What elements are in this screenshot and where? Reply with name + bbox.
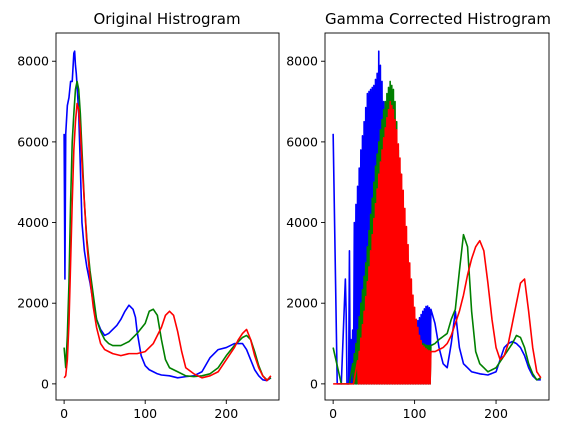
right-subplot-title: Gamma Corrected Histrogram xyxy=(325,10,551,28)
y-tick-label: 8000 xyxy=(286,54,318,69)
y-tick-label: 2000 xyxy=(286,296,318,311)
y-tick-label: 0 xyxy=(41,376,49,391)
series-line-red xyxy=(333,100,542,385)
plot-area xyxy=(332,50,542,385)
plot-area xyxy=(63,50,272,382)
left-axes-frame xyxy=(55,32,280,401)
y-tick-label: 4000 xyxy=(286,215,318,230)
y-tick-label: 6000 xyxy=(286,134,318,149)
left-subplot: Original Histrogram 0 100 2000200040006000… xyxy=(17,10,280,421)
y-tick-label: 8000 xyxy=(17,54,49,69)
x-tick-label: 100 xyxy=(133,406,157,421)
y-tick-label: 6000 xyxy=(17,134,49,149)
x-tick-label: 200 xyxy=(484,406,508,421)
left-subplot-title: Original Histrogram xyxy=(93,10,240,28)
series-line-blue xyxy=(332,50,541,385)
y-tick-label: 4000 xyxy=(17,215,49,230)
x-tick-label: 200 xyxy=(214,406,238,421)
series-line-blue xyxy=(63,50,272,382)
x-tick-label: 100 xyxy=(403,406,427,421)
series-line-red xyxy=(63,102,272,382)
x-tick-label: 0 xyxy=(60,406,68,421)
y-tick-label: 2000 xyxy=(17,296,49,311)
y-tick-label: 0 xyxy=(310,376,318,391)
right-subplot: Gamma Corrected Histrogram 0 100 200020004… xyxy=(286,10,551,421)
x-tick-label: 0 xyxy=(329,406,337,421)
